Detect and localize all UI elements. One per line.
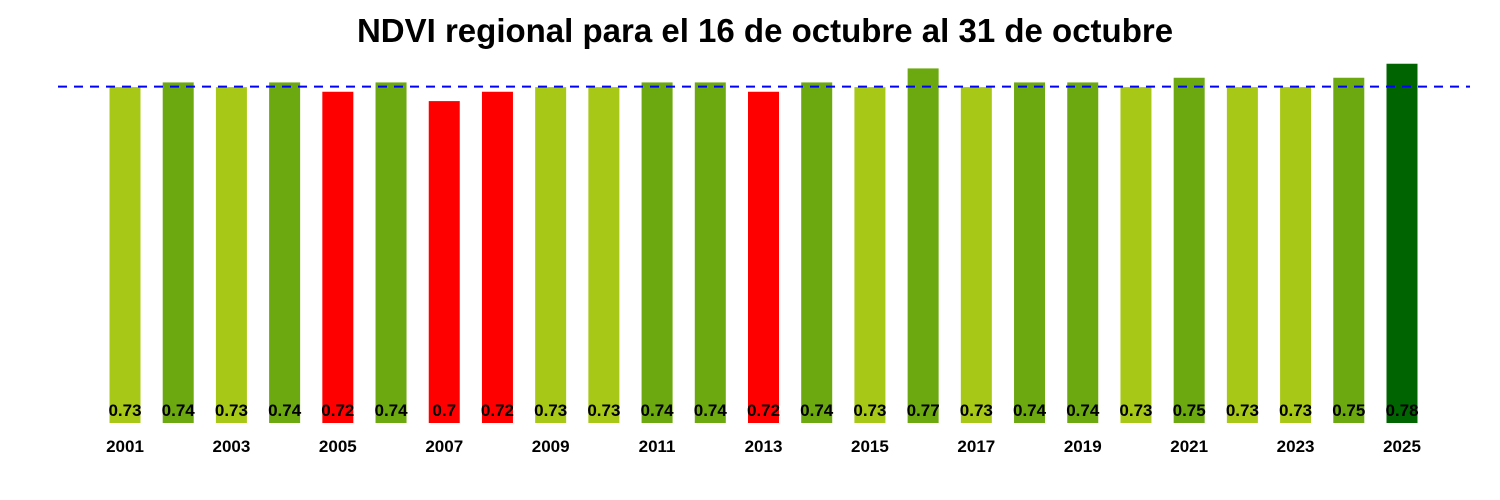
bar-2018: [1014, 82, 1046, 424]
value-label: 0.73: [1279, 401, 1312, 420]
bar-2008: [481, 91, 513, 423]
value-label: 0.73: [1226, 401, 1259, 420]
x-tick-label: 2015: [851, 437, 889, 456]
value-label: 0.74: [1066, 401, 1100, 420]
value-label: 0.72: [321, 401, 354, 420]
bar-2009: [535, 87, 567, 423]
value-label: 0.74: [374, 401, 408, 420]
bar-2017: [960, 87, 992, 423]
chart-title: NDVI regional para el 16 de octubre al 3…: [356, 12, 1174, 49]
value-label: 0.73: [215, 401, 248, 420]
bar-2001: [109, 87, 141, 423]
bar-2010: [588, 87, 620, 423]
value-label: 0.73: [853, 401, 886, 420]
value-label: 0.74: [641, 401, 675, 420]
value-label: 0.74: [694, 401, 728, 420]
bar-2013: [748, 91, 779, 423]
bar-2020: [1120, 87, 1152, 423]
x-tick-label: 2023: [1277, 437, 1315, 456]
value-label: 0.75: [1332, 401, 1365, 420]
value-label: 0.7: [432, 401, 456, 420]
x-tick-label: 2001: [106, 437, 144, 456]
value-label: 0.73: [534, 401, 567, 420]
value-label: 0.77: [907, 401, 940, 420]
value-label: 0.74: [1013, 401, 1047, 420]
bar-2007: [428, 101, 460, 423]
value-label: 0.78: [1385, 401, 1418, 420]
bar-2003: [215, 87, 247, 423]
bar-2005: [322, 91, 354, 423]
value-label: 0.74: [800, 401, 834, 420]
x-tick-label: 2019: [1064, 437, 1102, 456]
value-label: 0.72: [481, 401, 514, 420]
value-label: 0.73: [1119, 401, 1152, 420]
x-tick-label: 2021: [1170, 437, 1208, 456]
bar-2004: [269, 82, 301, 424]
value-label: 0.73: [587, 401, 620, 420]
x-tick-label: 2025: [1383, 437, 1421, 456]
bar-2022: [1226, 87, 1258, 423]
value-label: 0.73: [960, 401, 993, 420]
bar-2025: [1386, 63, 1418, 424]
bar-2014: [801, 82, 833, 424]
bar-2019: [1067, 82, 1099, 424]
bar-2021: [1173, 77, 1205, 423]
value-label: 0.74: [268, 401, 302, 420]
x-tick-label: 2005: [319, 437, 357, 456]
bar-2002: [162, 82, 194, 424]
bar-2012: [694, 82, 726, 424]
value-label: 0.73: [108, 401, 141, 420]
value-label: 0.72: [747, 401, 780, 420]
x-tick-label: 2011: [639, 437, 676, 456]
value-label: 0.74: [162, 401, 196, 420]
x-tick-label: 2017: [957, 437, 995, 456]
value-label: 0.75: [1173, 401, 1206, 420]
bar-2011: [641, 82, 673, 424]
bar-2006: [375, 82, 407, 424]
x-tick-label: 2003: [213, 437, 251, 456]
bar-2016: [907, 68, 939, 423]
x-tick-label: 2007: [425, 437, 463, 456]
bar-2023: [1280, 87, 1312, 423]
bar-2024: [1333, 77, 1365, 423]
bar-2015: [854, 87, 886, 423]
x-tick-label: 2009: [532, 437, 570, 456]
x-tick-label: 2013: [745, 437, 783, 456]
